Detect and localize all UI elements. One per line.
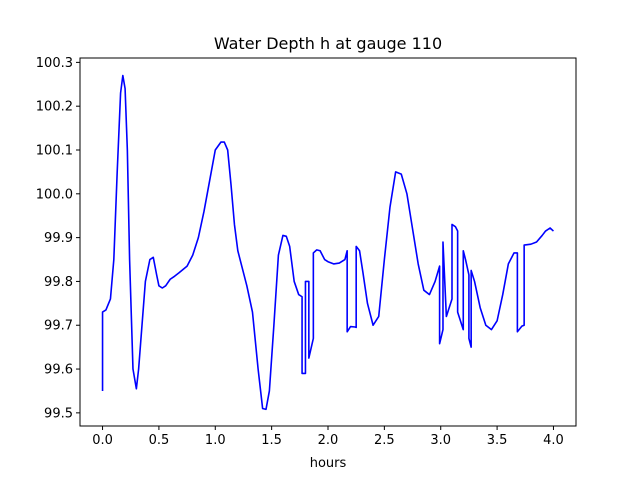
- x-axis: 0.0 0.5 1.0 1.5 2.0 2.5 3.0 3.5 4.0: [92, 426, 564, 448]
- x-tick-label: 0.0: [92, 433, 113, 448]
- x-tick-label: 1.5: [261, 433, 282, 448]
- series-line-0: [101, 74, 554, 411]
- x-tick-label: 2.0: [318, 433, 339, 448]
- y-tick-label: 99.7: [44, 319, 73, 334]
- y-tick-label: 99.5: [44, 406, 73, 421]
- y-tick-label: 100.2: [36, 100, 73, 115]
- chart-title: Water Depth h at gauge 110: [214, 34, 442, 53]
- y-tick-label: 99.9: [44, 231, 73, 246]
- y-tick-label: 100.3: [36, 56, 73, 71]
- x-tick-label: 1.0: [205, 433, 226, 448]
- x-axis-label: hours: [310, 456, 347, 471]
- series-layer: [101, 74, 554, 411]
- x-tick-label: 2.5: [374, 433, 395, 448]
- y-tick-label: 99.8: [44, 275, 73, 290]
- x-tick-label: 3.5: [487, 433, 508, 448]
- x-tick-label: 4.0: [543, 433, 564, 448]
- y-axis: 99.5 99.6 99.7 99.8 99.9 100.0 100.1 100.2 100.3: [36, 56, 80, 421]
- y-tick-label: 100.1: [36, 144, 73, 159]
- x-tick-label: 3.0: [430, 433, 451, 448]
- y-tick-label: 99.6: [44, 363, 73, 378]
- x-tick-label: 0.5: [149, 433, 170, 448]
- y-tick-label: 100.0: [36, 187, 73, 202]
